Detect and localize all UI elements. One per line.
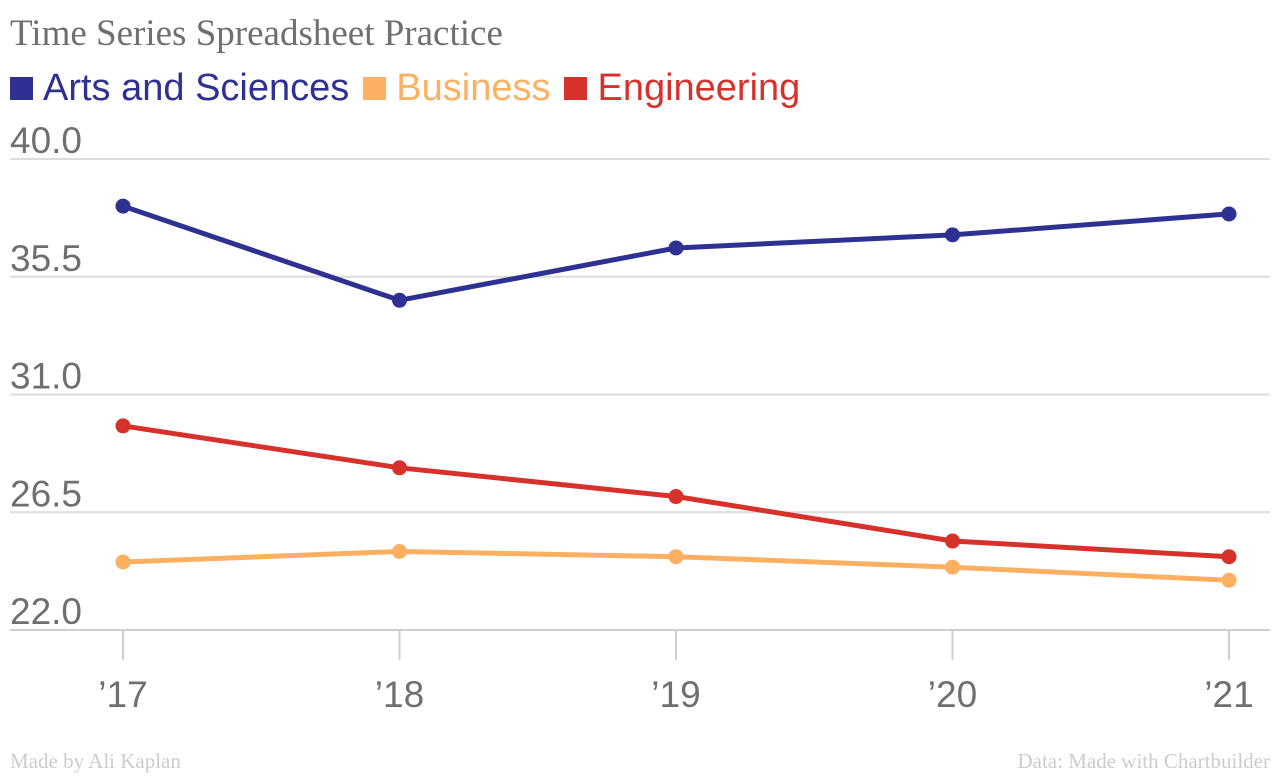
legend-item-business: Business (363, 66, 550, 110)
legend-swatch-business (363, 76, 387, 100)
footer-credit: Made by Ali Kaplan (10, 749, 181, 773)
legend-swatch-engineering (564, 76, 588, 100)
legend-item-arts-and-sciences: Arts and Sciences (10, 66, 349, 110)
footer-data-source: Data: Made with Chartbuilder (1017, 749, 1270, 773)
data-point (668, 489, 684, 505)
data-point (668, 240, 684, 256)
y-tick-label: 22.0 (10, 591, 82, 632)
data-point (668, 549, 684, 565)
chart-title: Time Series Spreadsheet Practice (10, 13, 503, 54)
data-point (115, 554, 131, 570)
data-point (945, 227, 960, 243)
series-engineering (115, 418, 1237, 565)
data-point (115, 418, 131, 434)
x-tick-label: ’18 (375, 674, 424, 715)
data-point (945, 533, 960, 549)
legend-swatch-arts-and-sciences (10, 76, 33, 100)
data-point (945, 559, 960, 575)
legend-label-business: Business (396, 67, 551, 109)
data-point (1221, 549, 1237, 565)
data-point (115, 198, 131, 214)
series-lines (115, 198, 1237, 588)
data-point (392, 460, 407, 476)
y-tick-label: 40.0 (10, 120, 82, 161)
legend-item-engineering: Engineering (564, 66, 800, 110)
y-tick-label: 35.5 (10, 238, 82, 279)
x-tick-label: ’19 (651, 674, 700, 715)
y-tick-label: 26.5 (10, 473, 82, 514)
y-tick-label: 31.0 (10, 356, 82, 397)
x-tick-label: ’21 (1204, 674, 1253, 715)
grid-lines (10, 158, 1270, 631)
legend: Arts and Sciences Business Engineering (10, 66, 814, 110)
y-axis-tick-labels: 22.0 26.5 31.0 35.5 40.0 (10, 120, 82, 632)
x-axis-ticks: ’17 ’18 ’19 ’20 ’21 (98, 630, 1254, 715)
data-point (392, 292, 407, 308)
series-business (115, 544, 1237, 588)
data-point (1221, 206, 1237, 222)
legend-label-engineering: Engineering (597, 67, 801, 109)
x-tick-label: ’17 (98, 674, 147, 715)
series-arts-and-sciences (115, 198, 1237, 308)
line-chart: 22.0 26.5 31.0 35.5 40.0 ’17 ’18 ’19 ’20 ’21 (10, 120, 1270, 715)
x-tick-label: ’20 (928, 674, 977, 715)
data-point (1221, 572, 1237, 588)
legend-label-arts-and-sciences: Arts and Sciences (43, 67, 350, 109)
data-point (392, 544, 407, 559)
